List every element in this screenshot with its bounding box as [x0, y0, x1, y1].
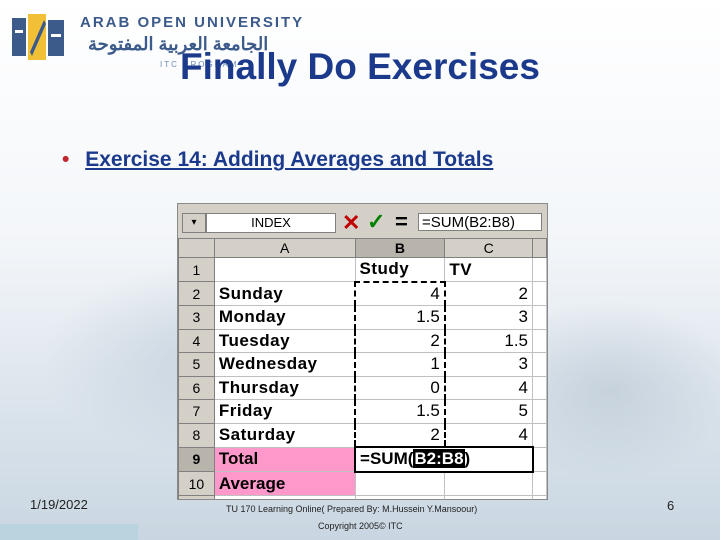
formula-bar: ▾ INDEX ✕ ✓ = =SUM(B2:B8) [178, 204, 547, 239]
cell-a1[interactable] [213, 257, 356, 282]
row-header[interactable]: 2 [178, 281, 215, 306]
table-row: 7 Friday 1.5 5 [178, 399, 547, 424]
footer-course-info: TU 170 Learning Online( Prepared By: M.H… [226, 504, 478, 514]
cell-a11[interactable] [213, 495, 356, 499]
spreadsheet-grid: A B C 1 Study TV 2 Sunday 4 2 3 Monday 1… [178, 238, 547, 499]
select-all-corner[interactable] [178, 238, 215, 258]
cell-c7[interactable]: 5 [444, 399, 534, 424]
insert-function-icon[interactable]: = [395, 209, 408, 234]
row-header[interactable]: 6 [178, 375, 215, 400]
cell-b1[interactable]: Study [354, 257, 446, 282]
row-header[interactable]: 11 [178, 495, 215, 499]
cell-a4[interactable]: Tuesday [213, 328, 356, 353]
name-box[interactable]: INDEX [206, 213, 336, 233]
row-header[interactable]: 4 [178, 328, 215, 353]
column-header-c[interactable]: C [444, 238, 534, 258]
name-box-dropdown-icon[interactable]: ▾ [182, 213, 206, 233]
formula-range-reference: B2:B8 [413, 449, 465, 469]
bullet-item: • Exercise 14: Adding Averages and Total… [62, 148, 493, 172]
formula-prefix: =SUM( [360, 449, 414, 469]
row-header[interactable]: 3 [178, 305, 215, 330]
bullet-link[interactable]: Exercise 14: Adding Averages and Totals [85, 148, 494, 171]
cell-c2[interactable]: 2 [444, 281, 534, 306]
cell-d10[interactable] [532, 471, 547, 496]
cell-c3[interactable]: 3 [444, 305, 534, 330]
cell-c4[interactable]: 1.5 [444, 328, 534, 353]
logo-name-arabic: الجامعة العربية المفتوحة [88, 34, 269, 54]
cell-b11[interactable] [354, 495, 446, 499]
cell-d2[interactable] [532, 281, 547, 306]
slide-title: Finally Do Exercises [180, 46, 540, 87]
footer-accent-bar [0, 524, 138, 540]
cell-a9[interactable]: Total [213, 446, 356, 472]
cell-a2[interactable]: Sunday [213, 281, 356, 306]
column-header-row: A B C [178, 238, 547, 258]
footer-date: 1/19/2022 [30, 497, 88, 512]
cell-b10[interactable] [354, 471, 446, 496]
footer-copyright: Copyright 2005© ITC [318, 521, 403, 531]
spreadsheet-screenshot: ▾ INDEX ✕ ✓ = =SUM(B2:B8) A B C 1 Study … [177, 203, 548, 500]
cell-c6[interactable]: 4 [444, 375, 534, 400]
cell-c5[interactable]: 3 [444, 352, 534, 377]
cell-c8[interactable]: 4 [444, 422, 534, 448]
cell-b4[interactable]: 2 [354, 328, 446, 353]
cell-c11[interactable] [444, 495, 534, 499]
logo-emblem-icon [12, 14, 64, 60]
table-row: 9 Total =SUM(B2:B8) [178, 446, 547, 473]
formula-input[interactable]: =SUM(B2:B8) [418, 213, 542, 231]
bullet-dot-icon: • [62, 148, 70, 171]
cell-a7[interactable]: Friday [213, 399, 356, 424]
cell-b6[interactable]: 0 [354, 375, 446, 400]
cell-b8[interactable]: 2 [354, 422, 446, 448]
table-row: 6 Thursday 0 4 [178, 375, 547, 400]
table-row: 11 [178, 495, 547, 499]
formula-suffix: ) [464, 449, 471, 469]
cell-b5[interactable]: 1 [354, 352, 446, 377]
cell-d4[interactable] [532, 328, 547, 353]
cell-b7[interactable]: 1.5 [354, 399, 446, 424]
cell-d8[interactable] [532, 422, 547, 448]
cell-d9[interactable] [532, 446, 547, 472]
table-row: 5 Wednesday 1 3 [178, 352, 547, 377]
cell-b2[interactable]: 4 [354, 280, 446, 306]
column-header-b[interactable]: B [354, 238, 446, 258]
page-number: 6 [667, 498, 675, 513]
cell-d1[interactable] [532, 257, 547, 282]
cell-d11[interactable] [532, 495, 547, 499]
cell-a6[interactable]: Thursday [213, 375, 356, 400]
cell-a10[interactable]: Average [213, 471, 356, 496]
column-header-a[interactable]: A [213, 238, 356, 258]
row-header[interactable]: 1 [178, 257, 215, 282]
table-row: 4 Tuesday 2 1.5 [178, 328, 547, 353]
table-row: 3 Monday 1.5 3 [178, 305, 547, 330]
logo-name-english: ARAB OPEN UNIVERSITY [80, 14, 305, 31]
cell-d3[interactable] [532, 305, 547, 330]
cell-d5[interactable] [532, 352, 547, 377]
column-header-d[interactable] [532, 238, 547, 258]
cell-c1[interactable]: TV [444, 257, 534, 282]
enter-check-icon[interactable]: ✓ [367, 209, 386, 234]
row-header[interactable]: 10 [178, 471, 215, 496]
row-header[interactable]: 5 [178, 352, 215, 377]
cell-d6[interactable] [532, 375, 547, 400]
row-header[interactable]: 9 [178, 446, 215, 472]
cancel-icon[interactable]: ✕ [342, 210, 361, 235]
cell-a5[interactable]: Wednesday [213, 352, 356, 377]
logo-program: ITC PROGRAM [160, 60, 239, 69]
university-logo: ARAB OPEN UNIVERSITY الجامعة العربية الم… [10, 10, 302, 70]
table-row: 8 Saturday 2 4 [178, 422, 547, 448]
row-header[interactable]: 8 [178, 422, 215, 448]
table-row: 1 Study TV [178, 257, 547, 282]
table-row: 2 Sunday 4 2 [178, 280, 547, 306]
cell-c10[interactable] [444, 471, 534, 496]
row-header[interactable]: 7 [178, 399, 215, 424]
cell-d7[interactable] [532, 399, 547, 424]
table-row: 10 Average [178, 471, 547, 496]
cell-a3[interactable]: Monday [213, 305, 356, 330]
cell-a8[interactable]: Saturday [213, 422, 356, 448]
cell-b3[interactable]: 1.5 [354, 305, 446, 330]
cell-b9-active[interactable]: =SUM(B2:B8) [354, 446, 534, 473]
